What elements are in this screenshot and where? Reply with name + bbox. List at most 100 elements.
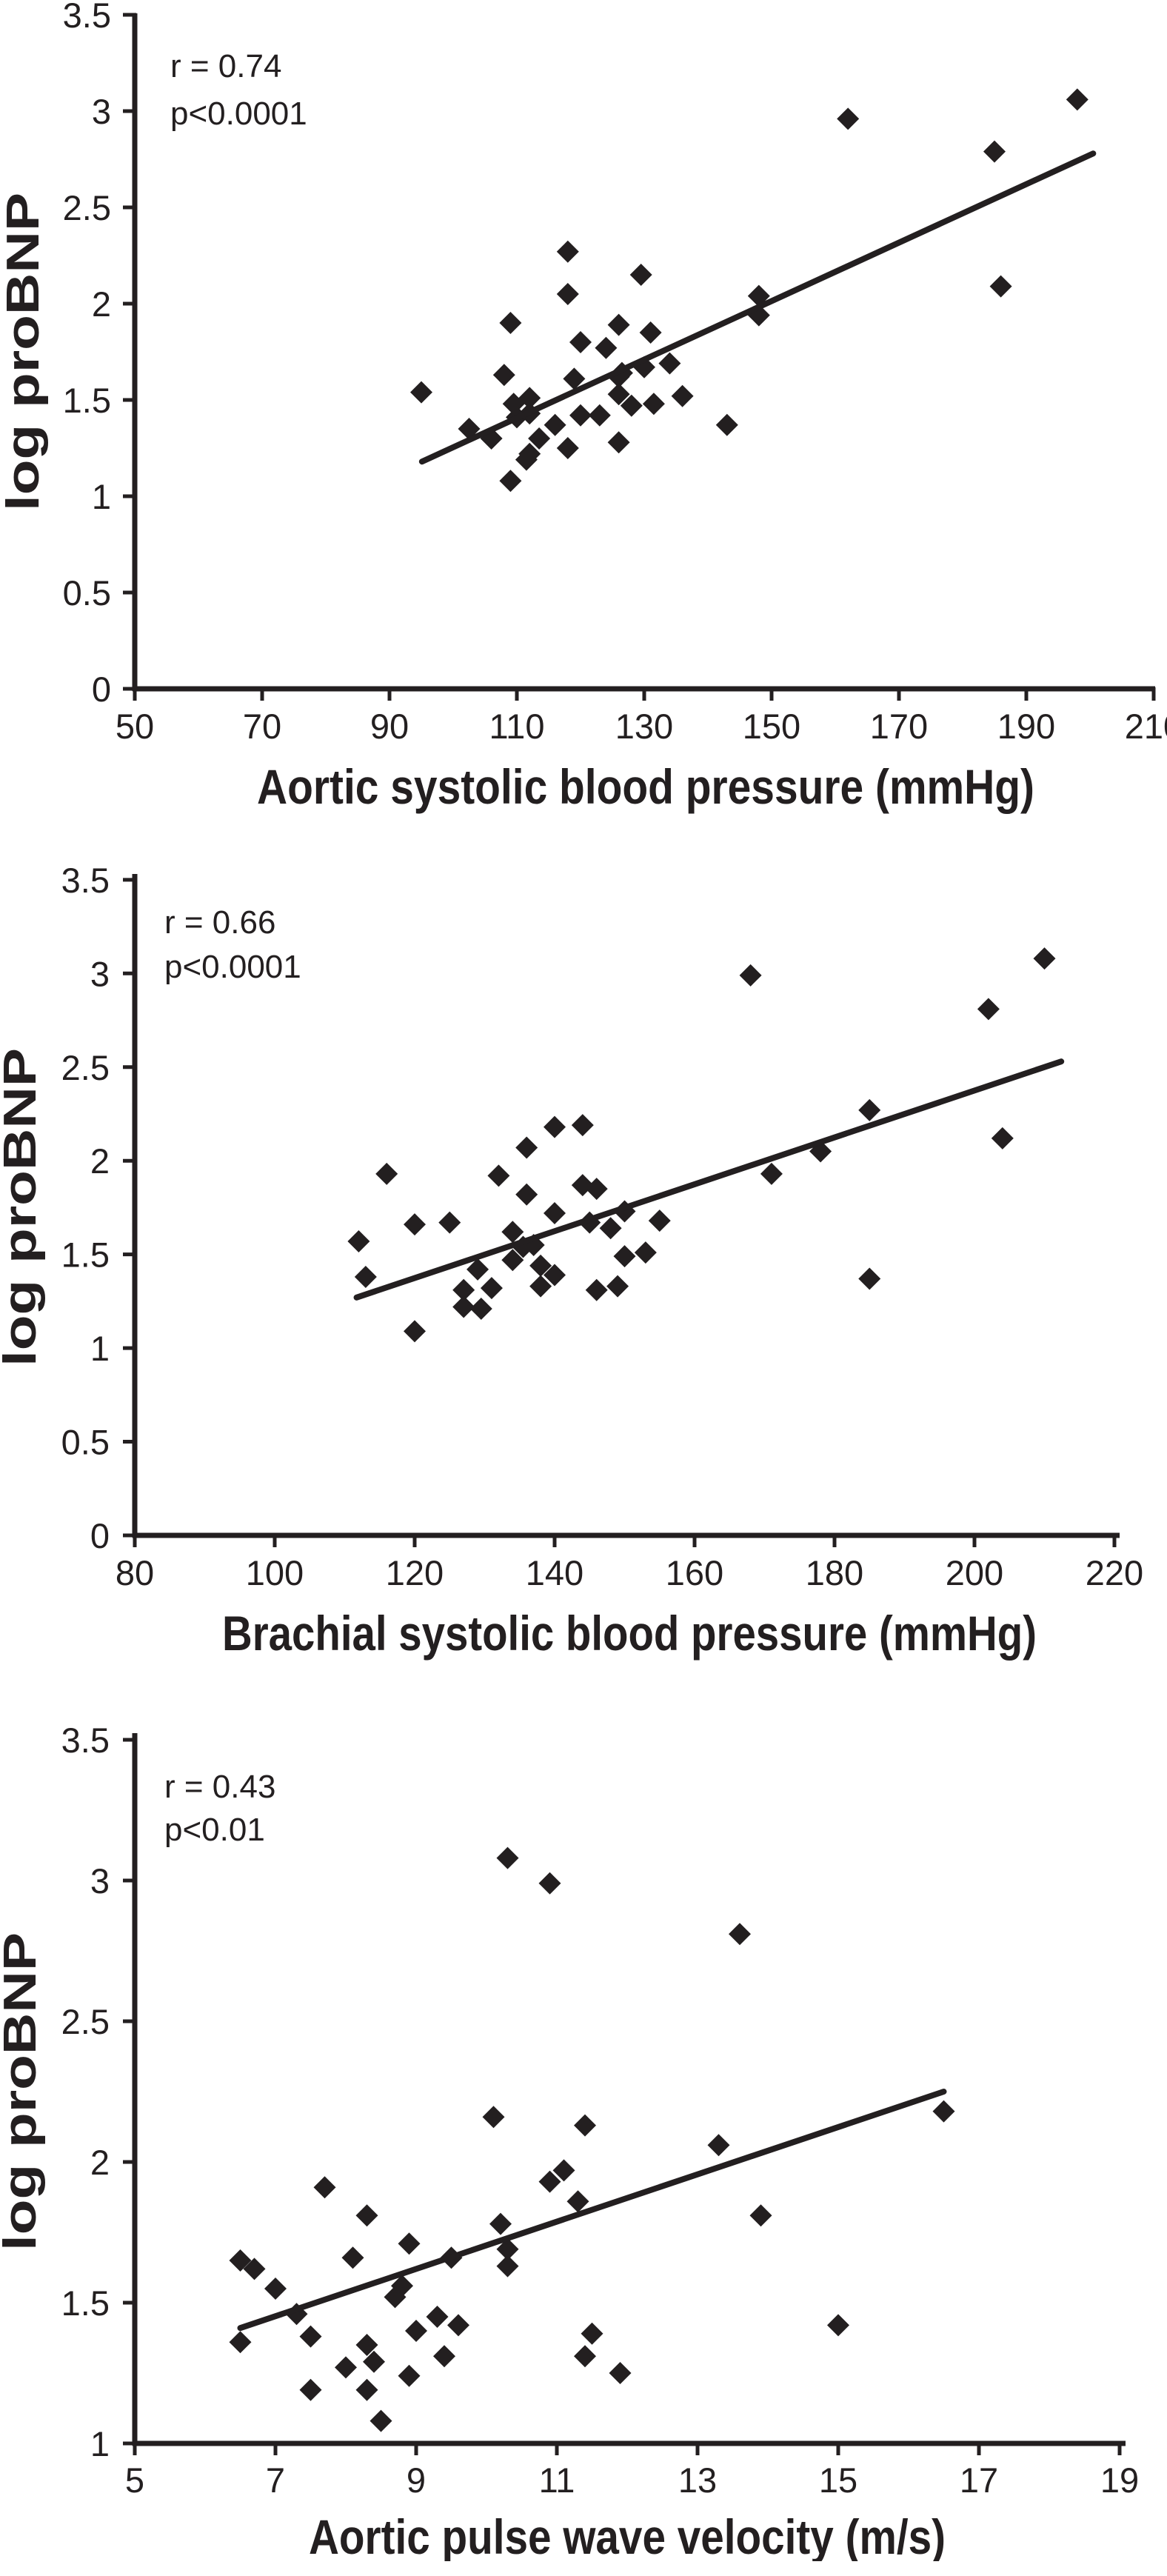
data-point-diamond [607, 431, 630, 454]
data-point-diamond [563, 367, 586, 390]
data-point-diamond [648, 1209, 671, 1232]
data-point-diamond [574, 2345, 596, 2368]
data-point-diamond [499, 312, 522, 334]
data-point-diamond [585, 1178, 608, 1201]
data-point-diamond [243, 2258, 266, 2280]
data-point-diamond [707, 2134, 730, 2157]
x-tick-label: 180 [806, 1553, 863, 1592]
x-tick-label: 19 [1100, 2460, 1139, 2500]
plot-area-brachial-sbp: 0 0.5 1 1.5 2 2.5 3 3.5 80 100 120 140 160 180 200 220 [61, 861, 1144, 1592]
data-point-diamond [489, 2212, 512, 2235]
data-point-diamond [229, 2249, 252, 2272]
y-tick-label: 1.5 [61, 2283, 110, 2323]
data-point-diamond [501, 1221, 524, 1244]
data-point-diamond [480, 1277, 503, 1300]
data-point-diamond [749, 2204, 772, 2227]
data-point-diamond [285, 2303, 308, 2326]
y-tick-label: 0.5 [63, 573, 111, 613]
x-tick-label: 15 [819, 2460, 857, 2500]
x-tick-label: 13 [678, 2460, 717, 2500]
correlation-r-text-2: r = 0.66 [164, 904, 275, 941]
data-point-diamond [384, 2286, 407, 2309]
data-point-diamond [571, 1174, 594, 1197]
y-tick-label: 0 [92, 670, 111, 709]
p-value-text-1: p<0.0001 [170, 96, 307, 132]
y-tick-label: 3 [90, 1861, 110, 1901]
data-point-diamond [620, 394, 643, 417]
data-point-diamond [354, 1265, 377, 1288]
x-tick-label: 70 [243, 707, 281, 746]
data-point-diamond [355, 2204, 378, 2227]
x-tick-label: 170 [870, 707, 928, 746]
data-point-diamond [609, 2362, 632, 2384]
data-point-diamond [341, 2246, 364, 2269]
y-tick-label: 2 [90, 1141, 110, 1181]
data-point-diamond [452, 1295, 475, 1318]
x-tick-label: 50 [116, 707, 154, 746]
plot-area-aortic-sbp: 0 0.5 1 1.5 2 2.5 3 3.5 50 70 90 110 130 150 170 190 210 [63, 0, 1167, 746]
data-point-diamond [760, 1162, 783, 1185]
data-point-diamond [528, 427, 551, 450]
plot-canvas-aortic-pwv: 1 1.5 2 2.5 3 3.5 5 7 9 11 13 15 17 19 r = 0.43 p<0.0… [0, 1721, 1139, 2561]
data-point-diamond [556, 437, 579, 459]
data-point-diamond [467, 1258, 489, 1281]
data-point-diamond [355, 2378, 378, 2401]
data-point-diamond [264, 2278, 287, 2300]
p-value-text-2: p<0.0001 [164, 949, 301, 985]
data-point-diamond [581, 2322, 603, 2345]
data-point-diamond [438, 1211, 461, 1234]
data-point-diamond [574, 2114, 596, 2137]
data-point-diamond [606, 1275, 629, 1298]
data-point-diamond [556, 240, 579, 263]
data-point-diamond [544, 413, 566, 436]
plot-canvas-brachial-sbp: 00.511.522.533.580 100 120 140 160 180 200 220 … [0, 861, 1144, 1661]
plot-canvas-aortic-sbp: 0 0.5 1 1.5 2 2.5 3 3.5 50 70 90 110 130 150 170 190 210… [0, 0, 1167, 814]
y-tick-label: 1.5 [61, 1235, 110, 1275]
data-point-diamond [634, 1241, 657, 1264]
regression-line [418, 150, 1097, 465]
x-axis-title-2: Brachial systolic blood pressure (mmHg) [222, 1606, 1037, 1661]
data-point-diamond [585, 1278, 608, 1301]
data-point-diamond [482, 2106, 505, 2129]
data-point-diamond [347, 1229, 370, 1252]
x-tick-label: 160 [666, 1553, 723, 1592]
y-tick-label: 3 [90, 954, 110, 993]
data-point-diamond [571, 1114, 594, 1137]
correlation-r-text-3: r = 0.43 [164, 1769, 275, 1805]
data-point-diamond [391, 2275, 413, 2298]
data-point-diamond [827, 2314, 849, 2337]
data-point-diamond [398, 2232, 421, 2255]
data-point-diamond [487, 1164, 510, 1187]
x-tick-label: 150 [743, 707, 800, 746]
data-point-diamond [1066, 88, 1089, 111]
x-tick-label: 80 [116, 1553, 154, 1592]
y-tick-label: 3 [92, 92, 111, 131]
data-point-diamond [398, 2364, 421, 2387]
y-tick-label: 1 [92, 477, 111, 516]
x-tick-label: 5 [125, 2460, 144, 2500]
x-tick-label: 140 [526, 1553, 584, 1592]
data-point-diamond [496, 2238, 519, 2260]
data-point-diamond [410, 381, 432, 404]
regression-line [237, 2089, 947, 2332]
x-tick-label: 100 [246, 1553, 304, 1592]
y-axis-title-1: log proBNP [0, 193, 49, 511]
data-point-diamond [671, 384, 694, 407]
regression-line [353, 1058, 1065, 1301]
data-point-diamond [492, 364, 515, 387]
y-tick-label: 1 [90, 2424, 110, 2463]
data-point-diamond [715, 413, 738, 436]
data-point-diamond [375, 1162, 398, 1185]
data-point-diamond [313, 2176, 336, 2199]
x-axis-title-1: Aortic systolic blood pressure (mmHg) [257, 759, 1034, 814]
data-point-diamond [599, 1217, 622, 1240]
data-point-diamond [983, 140, 1006, 163]
data-point-diamond [447, 2314, 469, 2337]
data-point-diamond [595, 336, 618, 359]
y-axis-title-3: log proBNP [0, 1932, 46, 2251]
data-point-diamond [977, 998, 1000, 1021]
data-point-diamond [496, 2255, 519, 2278]
y-tick-label: 1.5 [63, 381, 111, 420]
data-point-diamond [556, 283, 579, 305]
data-point-diamond [989, 275, 1012, 298]
